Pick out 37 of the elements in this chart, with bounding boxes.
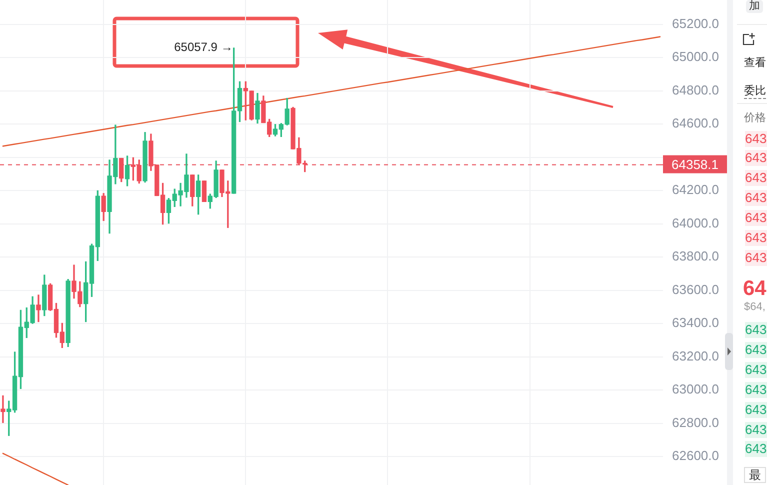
y-tick-label: 62800.0 [672,414,719,430]
text: 643 [745,422,767,438]
text: 643 [745,402,767,418]
candlestick [36,294,41,322]
text: 643 [745,322,767,338]
text: 643 [745,441,767,457]
text: 价格 [744,112,766,124]
y-tick-label: 64200.0 [672,182,719,198]
text: 643 [745,190,767,206]
text: 643 [745,131,767,147]
text: 委比 [744,84,766,98]
text: 643 [745,382,767,398]
text: 643 [745,170,767,186]
text: 最 [744,467,766,483]
y-tick-label: 63200.0 [672,348,719,364]
y-tick-label: 65000.0 [672,49,719,64]
text: 643 [745,250,767,266]
text: 643 [745,362,767,378]
text: 643 [745,150,767,166]
y-tick-label: 63800.0 [672,248,719,264]
y-tick-label: 65200.0 [672,16,719,31]
text: $64, [744,300,766,314]
y-tick-label: 64800.0 [672,82,719,98]
y-tick-label: 64000.0 [672,215,719,230]
y-tick-label: 63000.0 [672,382,719,397]
ref-line-label: 64358.1 [672,156,718,172]
annotation: 65057.9 → [174,40,233,54]
text: 643 [745,230,767,246]
text: 64 [743,276,766,300]
y-tick-label: 64600.0 [672,116,719,131]
text: 643 [745,210,767,226]
text: 643 [745,342,767,358]
candlestick [0,395,6,423]
y-tick-label: 63400.0 [672,315,719,330]
text: 查看 [744,56,766,70]
y-tick-label: 62600.0 [672,448,719,464]
y-tick-label: 63600.0 [672,282,719,297]
